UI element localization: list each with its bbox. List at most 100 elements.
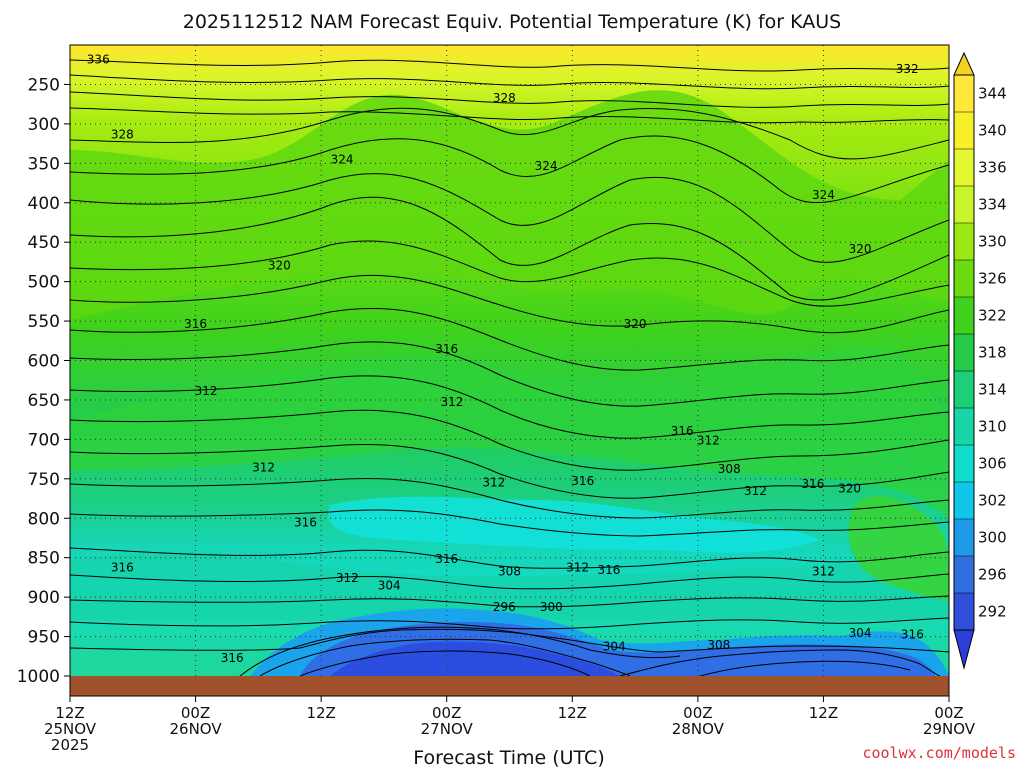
colorbar-label: 302 [978, 492, 1007, 510]
y-tick-label: 550 [28, 312, 60, 332]
contour-line-8 [70, 240, 949, 307]
colorbar-label: 318 [978, 344, 1007, 362]
contour-label-10: 316 [184, 317, 207, 331]
y-tick-label: 800 [28, 509, 60, 529]
contour-label-9: 320 [624, 317, 647, 331]
contour-label-34: 304 [378, 579, 401, 593]
ground-strip [70, 676, 949, 696]
contour-label-0: 336 [87, 53, 110, 67]
contour-label-7: 320 [268, 258, 291, 272]
contour-line-26 [699, 660, 911, 676]
contour-label-2: 328 [111, 127, 134, 141]
contour-line-11 [70, 341, 949, 407]
colorbar-label: 340 [978, 122, 1007, 140]
credit-text: coolwx.com/models [862, 744, 1016, 762]
colorbar-swatch-310 [954, 408, 974, 446]
contour-line-14 [70, 444, 949, 499]
contour-label-27: 320 [838, 482, 861, 496]
x-tick-date: 29NOV [923, 720, 976, 738]
contour-line-16 [70, 509, 949, 537]
colorbar-swatch-336 [954, 149, 974, 187]
contour-label-5: 324 [535, 159, 558, 173]
x-tick-hour: 12Z [809, 704, 838, 722]
x-tick-date: 26NOV [170, 720, 223, 738]
y-tick-label: 650 [28, 391, 60, 411]
contour-line-13 [70, 409, 949, 471]
contour-label-18: 312 [744, 484, 767, 498]
contour-label-37: 300 [540, 600, 563, 614]
contour-line-5 [70, 135, 949, 204]
contour-line-17 [70, 547, 949, 569]
contour-label-21: 312 [812, 564, 835, 578]
colorbar-label: 310 [978, 418, 1007, 436]
colorbar: 344 340 336 334 330 326 322 318 314 310 306 302 300 2… [953, 51, 1007, 670]
x-tick-hour: 00Z [683, 704, 712, 722]
warm-patch-right [848, 495, 949, 600]
x-axis-label: Forecast Time (UTC) [413, 747, 604, 768]
colorbar-swatch-300 [954, 519, 974, 557]
contour-line-23 [259, 638, 631, 676]
contour-line-12 [70, 375, 949, 439]
x-tick-date: 25NOV [44, 720, 97, 738]
x-tick-hour: 00Z [934, 704, 963, 722]
contour-label-22: 308 [718, 462, 741, 476]
contour-label-28: 316 [294, 516, 317, 530]
contour-label-33: 316 [901, 628, 924, 642]
contour-label-17: 312 [482, 475, 505, 489]
contour-label-32: 316 [221, 651, 244, 665]
colorbar-swatch-318 [954, 334, 974, 372]
colorbar-label: 292 [978, 603, 1007, 621]
colorbar-label: 314 [978, 381, 1007, 399]
y-tick-label: 750 [28, 470, 60, 490]
contour-label-8: 320 [849, 242, 872, 256]
colorbar-swatch-344 [954, 75, 974, 113]
contour-line-19 [70, 595, 949, 608]
contour-label-20: 312 [566, 561, 589, 575]
colorbar-label: 306 [978, 455, 1007, 473]
contour-line-4 [70, 107, 949, 160]
contour-label-14: 312 [440, 395, 463, 409]
y-tick-label: 250 [28, 75, 60, 95]
colorbar-label: 330 [978, 233, 1007, 251]
contour-line-7 [70, 196, 949, 301]
colorbar-swatch-326 [954, 260, 974, 298]
colorbar-swatch-302 [954, 482, 974, 520]
upper-green-band [70, 90, 949, 320]
contour-label-35: 304 [603, 639, 626, 653]
contour-label-24: 308 [707, 638, 730, 652]
contour-line-18 [70, 573, 949, 590]
contour-line-1 [70, 74, 949, 90]
contour-label-26: 316 [802, 477, 825, 491]
contour-label-11: 316 [435, 342, 458, 356]
x-tick-hour: 12Z [558, 704, 587, 722]
contour-label-31: 316 [111, 561, 134, 575]
contour-lines [70, 59, 949, 676]
contour-line-24 [299, 650, 591, 676]
contour-label-15: 312 [697, 434, 720, 448]
contour-label-38: 296 [493, 600, 516, 614]
teal-layer [70, 553, 949, 620]
y-tick-label: 850 [28, 549, 60, 569]
colorbar-swatch-330 [954, 223, 974, 261]
y-tick-label: 400 [28, 194, 60, 214]
gridlines [70, 45, 949, 676]
x-tick-hour: 12Z [55, 704, 84, 722]
contour-label-4: 324 [331, 153, 354, 167]
y-tick-label: 1000 [17, 667, 60, 687]
contour-label-19: 312 [336, 571, 359, 585]
colorbar-swatch-322 [954, 297, 974, 335]
contour-label-3: 328 [493, 91, 516, 105]
colorbar-swatch-314 [954, 371, 974, 409]
contour-line-0 [70, 59, 949, 72]
colorbar-top-arrow [953, 51, 975, 76]
x-tick-hour: 12Z [306, 704, 335, 722]
contour-label-23: 308 [498, 564, 521, 578]
contour-line-10 [70, 307, 949, 371]
x-tick-date: 27NOV [421, 720, 474, 738]
colorbar-label: 334 [978, 196, 1007, 214]
x-tick-hour: 00Z [432, 704, 461, 722]
x-tick-year: 2025 [51, 736, 89, 754]
contour-line-22 [239, 626, 681, 676]
